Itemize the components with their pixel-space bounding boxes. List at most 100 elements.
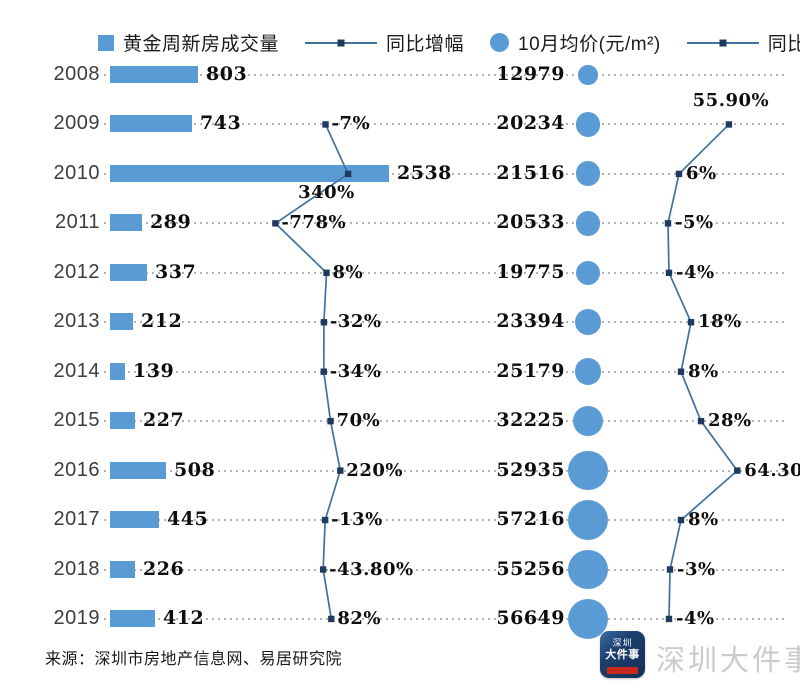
price-yoy-label: -4% xyxy=(676,607,715,629)
legend-label: 同比增幅 xyxy=(386,34,465,55)
app-logo-red-banner xyxy=(607,667,638,674)
row-guide-line xyxy=(104,74,784,76)
app-logo-text-top: 深圳 xyxy=(612,638,633,648)
volume-yoy-label: -7% xyxy=(331,113,371,135)
row-guide-line xyxy=(104,321,784,324)
legend-item-price: 10月均价(元/m²) xyxy=(490,29,661,56)
volume-value-label: 743 xyxy=(200,112,242,135)
price-bubble xyxy=(568,549,608,590)
volume-bar xyxy=(110,511,159,529)
year-label: 2018 xyxy=(53,557,100,580)
volume-bar xyxy=(110,609,155,627)
volume-value-label: 226 xyxy=(143,557,185,580)
row-guide-line xyxy=(104,370,784,373)
row-guide-line xyxy=(104,172,784,175)
line-marker-icon xyxy=(305,39,378,46)
price-value-label: 12979 xyxy=(496,63,565,85)
price-value-label: 52935 xyxy=(496,458,565,481)
price-value-label: 19775 xyxy=(496,260,565,283)
price-yoy-label: 28% xyxy=(708,410,752,432)
volume-bar xyxy=(110,115,192,133)
price-value-label: 23394 xyxy=(496,310,565,333)
legend-item-price-yoy: 同比增幅 xyxy=(686,29,800,56)
price-yoy-label: -3% xyxy=(677,558,716,580)
row-guide-line xyxy=(104,420,784,423)
volume-yoy-label: -32% xyxy=(329,311,382,333)
legend: 黄金周新房成交量 同比增幅 10月均价(元/m²) 同比增幅 xyxy=(98,29,800,56)
source-note: 来源：深圳市房地产信息网、易居研究院 xyxy=(45,651,343,668)
volume-value-label: 803 xyxy=(206,63,248,85)
price-bubble xyxy=(575,161,601,187)
price-bubble xyxy=(567,598,609,640)
price-yoy-label: 6% xyxy=(686,162,717,184)
volume-value-label: 445 xyxy=(167,508,209,531)
line-marker-icon xyxy=(686,39,759,46)
volume-yoy-label: 8% xyxy=(332,261,364,283)
year-label: 2017 xyxy=(53,508,100,531)
price-value-label: 55256 xyxy=(496,557,565,580)
year-label: 2016 xyxy=(53,458,100,481)
price-bubble xyxy=(575,112,601,137)
volume-yoy-label: -34% xyxy=(329,360,382,382)
volume-bar xyxy=(110,66,198,83)
volume-value-label: 227 xyxy=(143,409,185,432)
year-label: 2009 xyxy=(53,112,100,135)
volume-value-label: 337 xyxy=(155,260,197,283)
price-value-label: 20533 xyxy=(496,211,565,234)
row-guide-line xyxy=(104,469,784,472)
price-value-label: 56649 xyxy=(496,606,565,629)
volume-value-label: 212 xyxy=(141,310,183,333)
volume-value-label: 412 xyxy=(163,606,205,629)
volume-bar xyxy=(110,214,142,232)
volume-value-label: 508 xyxy=(174,458,216,481)
app-logo: 深圳 大件事 xyxy=(600,631,645,678)
bubble-swatch-icon xyxy=(490,33,510,52)
price-bubble xyxy=(572,405,604,437)
price-yoy-label: -4% xyxy=(676,261,715,283)
volume-yoy-label: -43.80% xyxy=(329,558,414,580)
year-label: 2014 xyxy=(53,359,100,382)
year-label: 2011 xyxy=(54,211,100,234)
price-value-label: 32225 xyxy=(496,409,565,432)
price-bubble xyxy=(575,211,601,236)
legend-item-volume-yoy: 同比增幅 xyxy=(305,29,464,56)
bar-swatch-icon xyxy=(98,34,114,51)
row-guide-line xyxy=(104,222,784,225)
volume-yoy-label: 70% xyxy=(336,410,381,432)
volume-value-label: 139 xyxy=(133,359,175,382)
legend-label: 黄金周新房成交量 xyxy=(123,34,280,55)
price-value-label: 57216 xyxy=(496,508,565,531)
volume-bar xyxy=(110,412,135,430)
volume-yoy-label: 82% xyxy=(337,607,381,629)
price-yoy-label: 55.90% xyxy=(692,90,770,112)
price-yoy-label: 18% xyxy=(698,311,742,333)
price-bubble xyxy=(578,65,598,85)
price-bubble xyxy=(568,451,608,491)
year-label: 2008 xyxy=(53,63,100,85)
row-guide-line xyxy=(104,568,784,571)
volume-bar xyxy=(110,461,166,479)
price-bubble xyxy=(576,260,600,285)
price-value-label: 25179 xyxy=(496,359,565,382)
price-value-label: 21516 xyxy=(496,161,565,184)
app-logo-text-main: 大件事 xyxy=(605,649,640,661)
volume-yoy-label: 340% xyxy=(298,181,355,203)
volume-bar xyxy=(110,263,147,281)
price-value-label: 20234 xyxy=(496,112,565,135)
volume-bar xyxy=(110,362,125,380)
year-label: 2010 xyxy=(53,161,100,184)
row-guide-line xyxy=(104,519,784,522)
volume-value-label: 2538 xyxy=(397,161,452,184)
volume-bar xyxy=(110,560,135,578)
row-guide-line xyxy=(104,617,784,620)
legend-item-volume: 黄金周新房成交量 xyxy=(98,29,279,56)
volume-yoy-label: -13% xyxy=(331,509,383,531)
price-yoy-label: 8% xyxy=(688,360,719,382)
price-bubble xyxy=(567,499,609,541)
year-label: 2012 xyxy=(53,260,100,283)
year-label: 2019 xyxy=(53,606,100,629)
price-bubble xyxy=(574,358,602,386)
